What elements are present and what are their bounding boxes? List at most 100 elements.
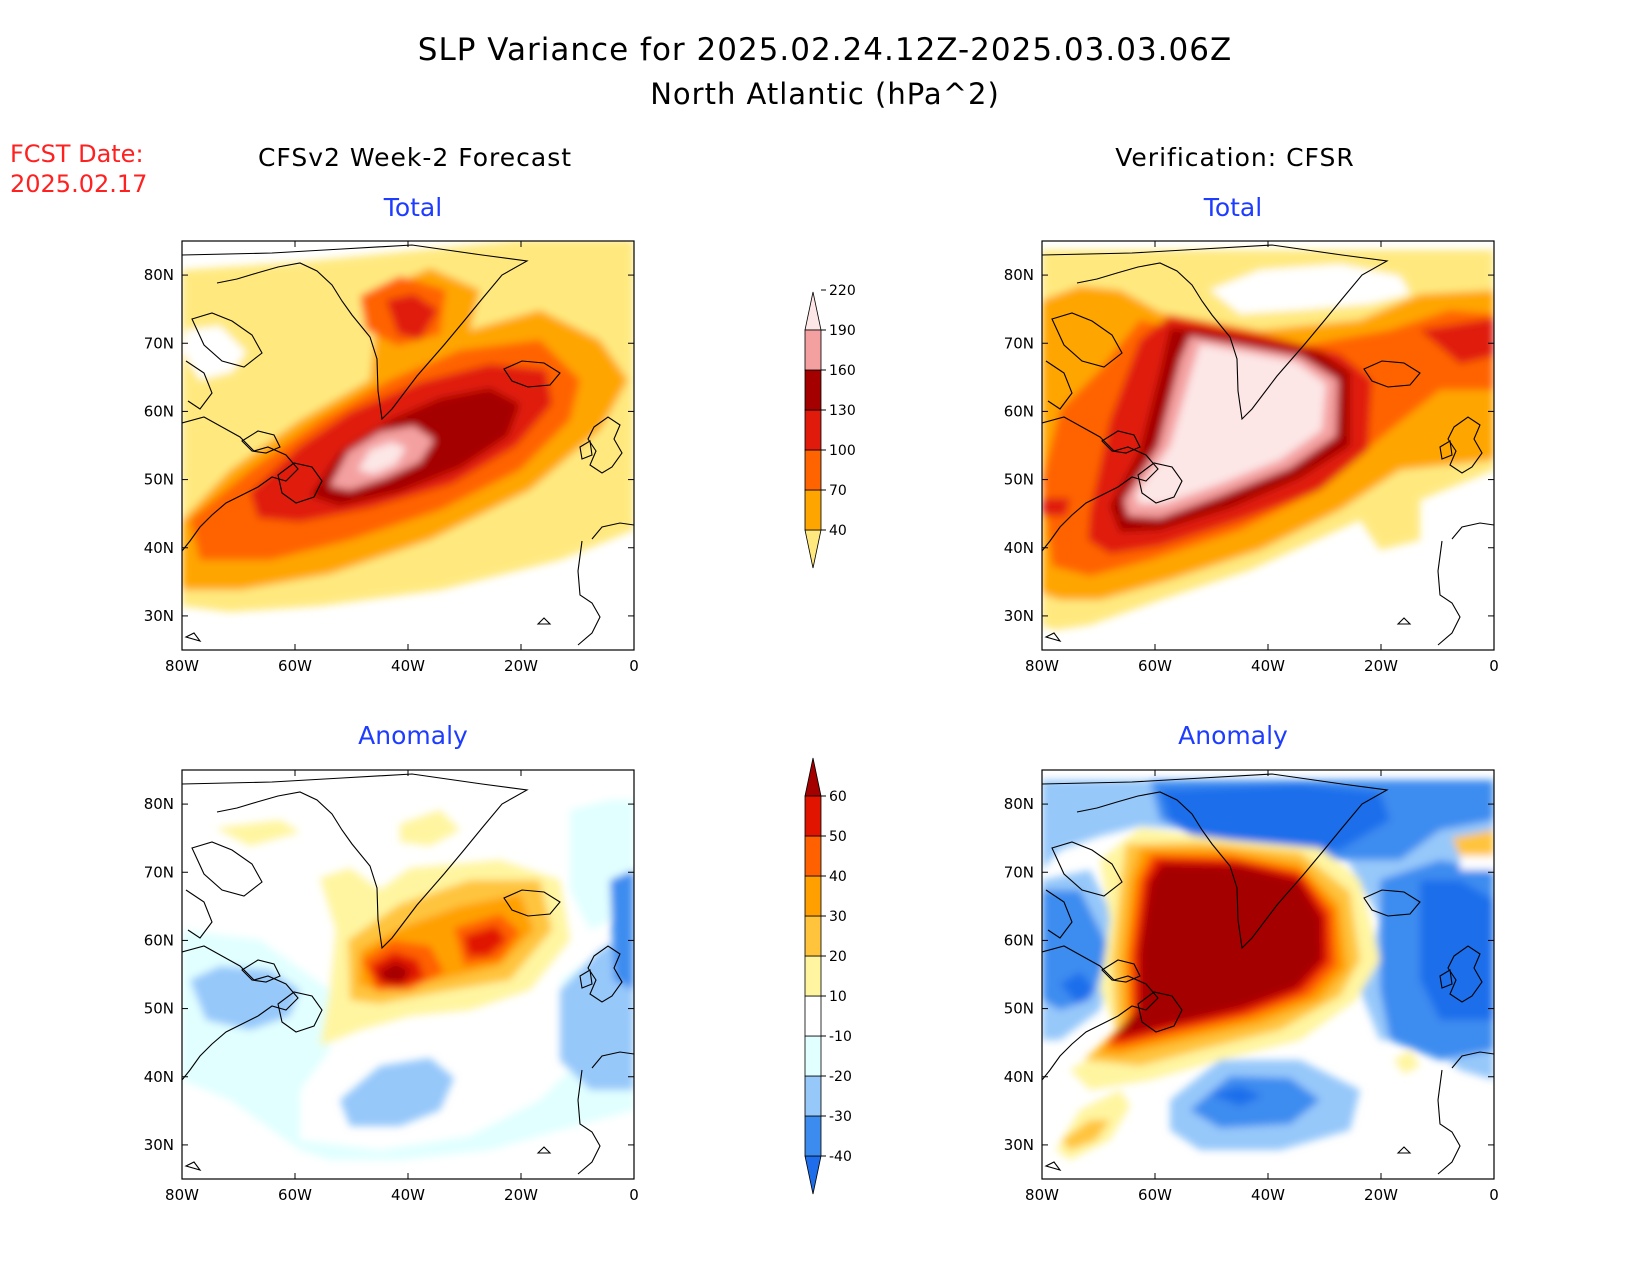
lon-tick-label: 0 xyxy=(629,657,639,675)
lat-tick-label: 70N xyxy=(144,334,174,352)
colorbar-label: 60 xyxy=(829,789,847,805)
colorbar-box xyxy=(804,795,822,837)
colorbar-box xyxy=(804,955,822,997)
lon-tick-label: 0 xyxy=(629,1186,639,1204)
anomaly-colorbar: -40 -30 -20 -10 10 20 30 40 50 60 xyxy=(804,757,852,1195)
colorbar-label: 40 xyxy=(829,523,847,539)
forecast-total-map xyxy=(182,241,634,650)
forecast-anomaly-title: Anomaly xyxy=(358,721,468,750)
colorbar-box xyxy=(804,1075,822,1117)
lon-tick-label: 60W xyxy=(1138,657,1172,675)
lat-tick-label: 60N xyxy=(144,931,174,949)
verification-anomaly-axes: 80W 60W 40W 20W 0 80N 70N 60N 50N 40N 30N xyxy=(1004,769,1499,1204)
lat-tick-label: 30N xyxy=(144,607,174,625)
lon-tick-label: 20W xyxy=(1364,1186,1398,1204)
forecast-total-axes: 80W 60W 40W 20W 0 80N 70N 60N 50N 40N 30N xyxy=(144,240,639,675)
forecast-column-title: CFSv2 Week-2 Forecast xyxy=(258,143,572,172)
colorbar-box xyxy=(804,1115,822,1157)
colorbar-box xyxy=(804,915,822,957)
forecast-anomaly-axes: 80W 60W 40W 20W 0 80N 70N 60N 50N 40N 30N xyxy=(144,769,639,1204)
colorbar-label: 160 xyxy=(829,363,856,379)
colorbar-top-triangle xyxy=(804,291,822,331)
colorbar-label: 190 xyxy=(829,323,856,339)
verification-column-title: Verification: CFSR xyxy=(1115,143,1354,172)
verification-total-title: Total xyxy=(1203,193,1262,222)
lon-tick-label: 40W xyxy=(1251,1186,1285,1204)
verification-total-axes: 80W 60W 40W 20W 0 80N 70N 60N 50N 40N 30N xyxy=(1004,240,1499,675)
lon-tick-label: 80W xyxy=(1025,1186,1059,1204)
lat-tick-label: 70N xyxy=(1004,863,1034,881)
lon-tick-label: 20W xyxy=(504,1186,538,1204)
colorbar-label: -10 xyxy=(829,1029,852,1045)
lat-tick-label: 60N xyxy=(1004,402,1034,420)
lat-tick-label: 70N xyxy=(1004,334,1034,352)
colorbar-box xyxy=(804,835,822,877)
lat-tick-label: 40N xyxy=(144,1068,174,1086)
lon-tick-label: 60W xyxy=(278,1186,312,1204)
lat-tick-label: 80N xyxy=(1004,266,1034,284)
lat-tick-label: 60N xyxy=(144,402,174,420)
lat-tick-label: 50N xyxy=(1004,471,1034,489)
verification-anomaly-title: Anomaly xyxy=(1178,721,1288,750)
lon-tick-label: 20W xyxy=(504,657,538,675)
colorbar-label: -20 xyxy=(829,1069,852,1085)
lon-tick-label: 80W xyxy=(165,1186,199,1204)
figure-subtitle: North Atlantic (hPa^2) xyxy=(650,77,1000,111)
lat-tick-label: 40N xyxy=(1004,539,1034,557)
colorbar-label: 20 xyxy=(829,949,847,965)
figure-title: SLP Variance for 2025.02.24.12Z-2025.03.… xyxy=(418,32,1232,68)
colorbar-label: -40 xyxy=(829,1149,852,1165)
lon-tick-label: 40W xyxy=(1251,657,1285,675)
colorbar-label: 30 xyxy=(829,909,847,925)
colorbar-label: -30 xyxy=(829,1109,852,1125)
colorbar-box xyxy=(804,369,822,411)
fcst-date-value: 2025.02.17 xyxy=(10,170,147,198)
lat-tick-label: 80N xyxy=(1004,795,1034,813)
lat-tick-label: 30N xyxy=(1004,1136,1034,1154)
colorbar-box xyxy=(804,995,822,1037)
forecast-total-title: Total xyxy=(383,193,442,222)
lat-tick-label: 80N xyxy=(144,795,174,813)
lon-tick-label: 0 xyxy=(1489,1186,1499,1204)
lon-tick-label: 20W xyxy=(1364,657,1398,675)
colorbar-box xyxy=(804,329,822,371)
colorbar-label: 100 xyxy=(829,443,856,459)
colorbar-box xyxy=(804,449,822,491)
colorbar-bottom-triangle xyxy=(804,529,822,569)
lat-tick-label: 50N xyxy=(144,471,174,489)
forecast-anomaly-map xyxy=(182,770,634,1179)
lon-tick-label: 60W xyxy=(278,657,312,675)
lat-tick-label: 30N xyxy=(144,1136,174,1154)
lon-tick-label: 80W xyxy=(1025,657,1059,675)
colorbar-label: 130 xyxy=(829,403,856,419)
lat-tick-label: 40N xyxy=(144,539,174,557)
lat-tick-label: 50N xyxy=(1004,1000,1034,1018)
colorbar-label: 70 xyxy=(829,483,847,499)
lon-tick-label: 0 xyxy=(1489,657,1499,675)
lon-tick-label: 60W xyxy=(1138,1186,1172,1204)
lon-tick-label: 80W xyxy=(165,657,199,675)
lat-tick-label: 70N xyxy=(144,863,174,881)
fcst-date-label: FCST Date: xyxy=(10,140,144,168)
colorbar-label: 220 xyxy=(829,283,856,299)
lat-tick-label: 30N xyxy=(1004,607,1034,625)
colorbar-box xyxy=(804,409,822,451)
colorbar-label: 40 xyxy=(829,869,847,885)
lat-tick-label: 80N xyxy=(144,266,174,284)
colorbar-label: 50 xyxy=(829,829,847,845)
colorbar-top-triangle xyxy=(804,757,822,797)
lon-tick-label: 40W xyxy=(391,657,425,675)
verification-total-map xyxy=(1042,241,1494,650)
lat-tick-label: 40N xyxy=(1004,1068,1034,1086)
colorbar-box xyxy=(804,1035,822,1077)
lat-tick-label: 50N xyxy=(144,1000,174,1018)
colorbar-label: 10 xyxy=(829,989,847,1005)
colorbar-bottom-triangle xyxy=(804,1155,822,1195)
total-colorbar: 40 70 100 130 160 190 220 xyxy=(804,283,856,569)
lat-tick-label: 60N xyxy=(1004,931,1034,949)
colorbar-box xyxy=(804,489,822,531)
colorbar-box xyxy=(804,875,822,917)
verification-anomaly-map xyxy=(1042,770,1494,1179)
lon-tick-label: 40W xyxy=(391,1186,425,1204)
